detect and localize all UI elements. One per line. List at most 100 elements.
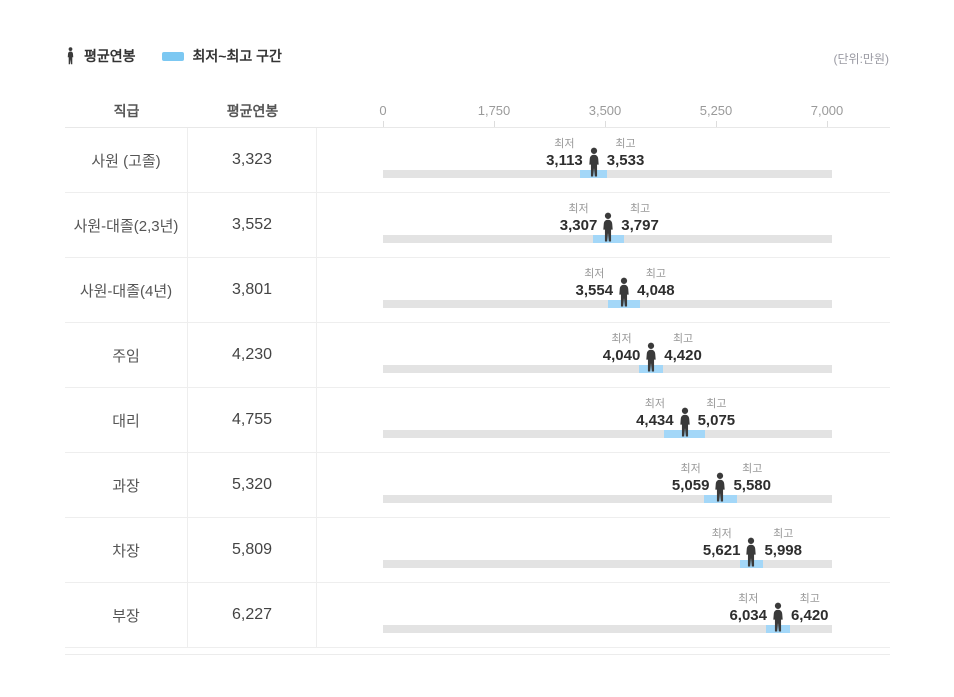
- range-track: [383, 365, 832, 373]
- chart-legend: 평균연봉 최저~최고 구간: [65, 46, 282, 66]
- range-chart-cell: 최저 3,113 최고 3,533: [317, 128, 890, 192]
- range-bar: [664, 430, 705, 438]
- min-value: 5,621: [702, 542, 741, 560]
- range-chart-cell: 최저 4,434 최고 5,075: [317, 388, 890, 452]
- max-label-group: 최고 3,797: [621, 202, 659, 236]
- range-chart-cell: 최저 5,059 최고 5,580: [317, 453, 890, 517]
- range-track: [383, 430, 832, 438]
- min-value: 3,307: [559, 217, 598, 235]
- axis-tick-label: 7,000: [810, 103, 844, 118]
- range-bar: [703, 495, 737, 503]
- min-caption: 최저: [554, 138, 575, 150]
- axis-tick-label: 3,500: [588, 103, 622, 118]
- person-icon: [603, 212, 613, 242]
- range-bar: [608, 300, 640, 308]
- range-track: [383, 495, 832, 503]
- table-row: 대리 4,755 최저 4,434 최고 5,075: [65, 388, 890, 453]
- min-caption: 최저: [711, 528, 732, 540]
- axis-tick-mark: [494, 121, 495, 127]
- legend-range-label: 최저~최고 구간: [192, 48, 282, 64]
- max-value: 5,580: [733, 477, 771, 495]
- axis-tick-mark: [383, 121, 384, 127]
- max-caption: 최고: [742, 463, 763, 475]
- table-row: 사원-대졸(4년) 3,801 최저 3,554 최고 4,048: [65, 258, 890, 323]
- max-value: 3,533: [606, 152, 645, 170]
- person-icon: [715, 472, 726, 502]
- max-caption: 최고: [615, 138, 636, 150]
- person-icon: [773, 602, 783, 632]
- column-header-rank: 직급: [113, 103, 140, 119]
- table-row: 사원 (고졸) 3,323 최저 3,113 최고 3,533: [65, 128, 890, 193]
- salary-table: 직급 평균연봉 0 1,750 3,500 5,250 7,000 사원 (고졸) 3,…: [65, 95, 890, 648]
- min-value: 3,554: [575, 282, 614, 300]
- rank-cell: 사원 (고졸): [65, 128, 188, 192]
- max-value: 3,797: [621, 217, 659, 235]
- range-bar: [639, 365, 664, 373]
- rank-cell: 과장: [65, 453, 188, 517]
- x-axis: 0 1,750 3,500 5,250 7,000: [317, 95, 890, 127]
- min-caption: 최저: [611, 333, 632, 345]
- max-caption: 최고: [672, 333, 694, 345]
- min-caption: 최저: [644, 398, 665, 410]
- max-label-group: 최고 5,075: [698, 397, 736, 431]
- range-chart-cell: 최저 3,554 최고 4,048: [317, 258, 890, 322]
- axis-tick-label: 5,250: [699, 103, 733, 118]
- min-label-group: 최저 3,113: [546, 137, 583, 171]
- person-icon: [746, 537, 757, 567]
- min-label-group: 최저 3,554: [576, 267, 614, 301]
- average-salary-value: 3,801: [188, 258, 317, 322]
- min-caption: 최저: [680, 463, 701, 475]
- max-label-group: 최고 4,420: [664, 332, 702, 366]
- column-header-average: 평균연봉: [226, 103, 279, 119]
- legend-average-label: 평균연봉: [84, 48, 136, 64]
- max-caption: 최고: [645, 268, 666, 280]
- min-label-group: 최저 3,307: [560, 202, 598, 236]
- max-caption: 최고: [629, 203, 651, 215]
- max-caption: 최고: [706, 398, 727, 410]
- rank-cell: 부장: [65, 583, 188, 647]
- max-caption: 최고: [799, 593, 820, 605]
- max-value: 5,998: [764, 542, 802, 560]
- table-row: 사원-대졸(2,3년) 3,552 최저 3,307 최고 3,797: [65, 193, 890, 258]
- person-icon: [589, 147, 599, 177]
- range-chart-cell: 최저 5,621 최고 5,998: [317, 518, 890, 582]
- range-bar: [580, 170, 608, 178]
- average-salary-value: 3,323: [188, 128, 317, 192]
- max-label-group: 최고 3,533: [607, 137, 645, 171]
- min-label-group: 최저 4,040: [603, 332, 641, 366]
- min-label-group: 최저 5,059: [672, 462, 710, 496]
- min-value: 4,040: [602, 347, 641, 365]
- axis-tick-label: 0: [379, 103, 387, 118]
- range-chart-cell: 최저 6,034 최고 6,420: [317, 583, 890, 647]
- rank-cell: 대리: [65, 388, 188, 452]
- axis-tick-label: 1,750: [477, 103, 511, 118]
- max-value: 5,075: [697, 412, 736, 430]
- min-label-group: 최저 4,434: [636, 397, 674, 431]
- rank-cell: 주임: [65, 323, 188, 387]
- range-bar: [739, 560, 764, 568]
- table-row: 과장 5,320 최저 5,059 최고 5,580: [65, 453, 890, 518]
- max-value: 4,420: [664, 347, 702, 365]
- range-track: [383, 625, 832, 633]
- range-track: [383, 170, 832, 178]
- average-salary-value: 3,552: [188, 193, 317, 257]
- min-caption: 최저: [584, 268, 605, 280]
- person-icon: [646, 342, 656, 372]
- range-track: [383, 560, 832, 568]
- rank-cell: 차장: [65, 518, 188, 582]
- table-row: 차장 5,809 최저 5,621 최고 5,998: [65, 518, 890, 583]
- max-label-group: 최고 4,048: [637, 267, 675, 301]
- min-caption: 최저: [738, 593, 759, 605]
- bottom-divider: [65, 654, 890, 655]
- min-value: 4,434: [636, 412, 674, 430]
- rank-cell: 사원-대졸(2,3년): [65, 193, 188, 257]
- average-salary-value: 4,230: [188, 323, 317, 387]
- range-chart-cell: 최저 4,040 최고 4,420: [317, 323, 890, 387]
- average-salary-value: 5,809: [188, 518, 317, 582]
- axis-tick-mark: [605, 121, 606, 127]
- range-bar: [592, 235, 624, 243]
- average-salary-value: 6,227: [188, 583, 317, 647]
- max-value: 6,420: [790, 607, 829, 625]
- min-value: 5,059: [671, 477, 710, 495]
